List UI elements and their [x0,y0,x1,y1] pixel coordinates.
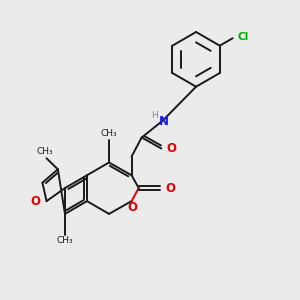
Text: H: H [151,111,158,120]
Text: N: N [159,115,169,128]
Text: O: O [30,195,40,208]
Text: CH₃: CH₃ [101,129,117,138]
Text: Cl: Cl [238,32,249,42]
Text: CH₃: CH₃ [57,236,73,245]
Text: O: O [128,201,137,214]
Text: O: O [166,142,176,155]
Text: O: O [166,182,176,194]
Text: CH₃: CH₃ [37,147,53,156]
